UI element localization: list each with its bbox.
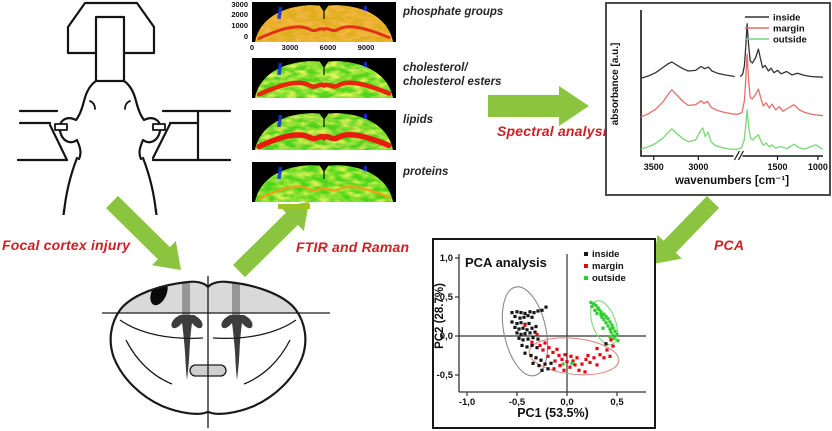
spectra-ylabel: absorbance [a.u.] [610,43,621,126]
pca-arrow-label: PCA [714,237,745,253]
rat-eye-right [124,100,131,110]
pca-legend-label-margin: margin [592,261,624,272]
ventricle-right [221,315,253,380]
probe-track-right [232,281,240,316]
rat-eye-left [89,100,96,110]
rat-body-left [62,156,79,214]
map-ytick: 3000 [231,0,248,9]
rat-head-outline-left [58,79,98,161]
coronal-brain-drawing [102,276,330,428]
spectra-tick-label: 1000 [808,162,828,172]
rat-stereotaxic-drawing [16,1,232,215]
rat-head-outline-right [122,79,162,161]
rat-shoulder-right [154,208,158,215]
chemical-map-proteins [252,162,396,202]
map-xtick: 6000 [319,43,337,52]
spectra-xlabel: wavenumbers [cm⁻¹] [674,175,789,187]
map-ytick: 0 [243,32,248,41]
probe-track-left [182,281,190,316]
pca-xlabel: PC1 (53.5%) [517,406,589,420]
focal-cortex-injury-label: Focal cortex injury [2,237,131,253]
ear-bar-left [16,109,69,162]
pca-panel: -1,0 -0,5 0,0 0,5 1,0 0,5 0,0 -0,5 inside margin o… [432,238,656,429]
map-xtick: 9000 [357,43,375,52]
ventricle-left [171,315,203,380]
chemical-map-cholesterol [252,58,396,98]
pca-xtick-label: 0,5 [610,397,624,408]
pca-ytick-label: 0,5 [440,292,454,303]
spectra-tick-label: 1500 [767,162,787,172]
spectra-tick-label: 3500 [644,162,664,172]
scatter-inside [510,305,608,372]
chemical-map-label: phosphate groups [403,6,504,18]
chemical-map-label: lipids [403,114,434,126]
chemical-map-phosphate-groups [252,2,396,42]
pca-legend-label-outside: outside [592,273,626,284]
inner-curve-lower-left [125,339,173,385]
spectra-tick-label: 3000 [688,162,708,172]
inner-curve-lower-right [243,339,291,385]
cluster-ellipse-margin [528,337,620,376]
scatter-outside [561,300,620,366]
pca-ytick-label: 1,0 [440,253,453,264]
inner-curve-upper-right [212,319,297,340]
spectrum-margin [640,53,824,118]
pca-ytick-label: 0,0 [440,331,453,342]
pca-xtick-label: -1,0 [459,397,475,408]
scatter-margin [523,323,615,374]
scale-bar [278,204,310,209]
inner-curve-upper-left [119,319,204,340]
rat-shoulder-left [62,208,66,215]
pca-legend-swatch-inside [584,252,588,256]
pca-legend-swatch-outside [584,276,588,280]
spectrum-inside [640,61,735,79]
cluster-ellipse-outside [590,300,618,346]
pca-xtick-label: 0,0 [560,397,573,408]
spectrum-outside [640,109,824,151]
chemical-map-label: proteins [403,166,449,178]
pca-ytick-label: -0,5 [437,370,454,381]
legend-label-margin: margin [773,24,805,35]
pca-legend-label-inside: inside [592,249,619,260]
map-xtick: 3000 [281,43,299,52]
pca-plot: -1,0 -0,5 0,0 0,5 1,0 0,5 0,0 -0,5 insidemargino… [434,249,646,420]
chemical-map-label: cholesterol/cholesterol esters [403,62,502,89]
spectral-analysis-label: Spectral analysis [497,123,615,139]
map-xtick: 0 [249,43,255,52]
chemical-map-lipids [252,110,396,150]
pca-ylabel: PC2 (28.7%) [434,283,446,349]
map-ytick: 2000 [231,10,248,19]
rat-body-right [141,156,158,214]
pca-xtick-label: -0,5 [509,397,526,408]
axis-break-mark [737,150,744,161]
cortex-band [110,281,306,314]
pca-title: PCA analysis [465,255,547,270]
impactor-tip [94,15,126,83]
axis-break-mark [733,150,740,161]
legend-label-inside: inside [773,13,800,24]
pca-legend-swatch-margin [584,264,588,268]
map-ytick: 1000 [231,21,248,30]
arrow-spectral-icon [488,86,589,126]
ftir-raman-label: FTIR and Raman [296,239,410,255]
arrow-pca-icon [653,196,720,264]
spectra-panel: 3500 3000 1500 1000 inside margin outside wave… [605,2,831,196]
legend-label-outside: outside [773,35,807,46]
ear-bar-right [151,109,232,162]
